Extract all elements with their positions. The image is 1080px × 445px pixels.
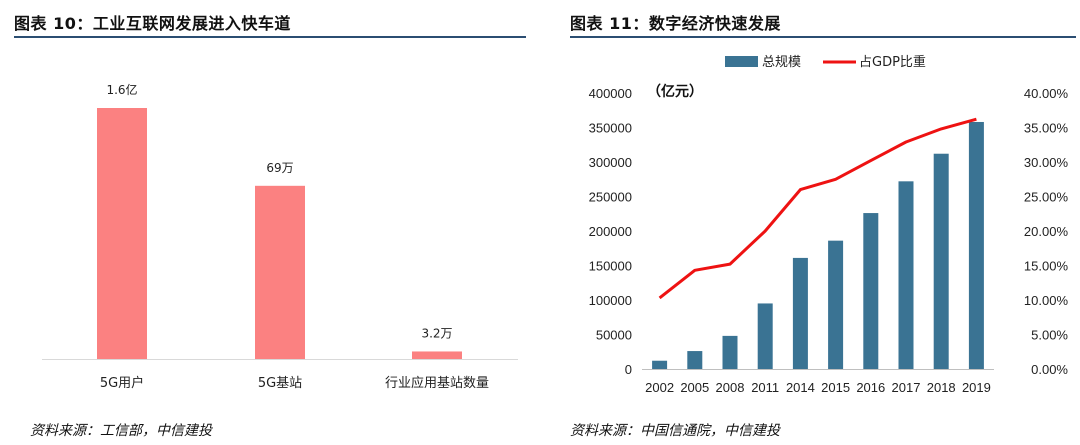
bar-1 [97,108,147,359]
right-figure: 图表 11：数字经济快速发展 总规模 占GDP比重 （亿元） 0 50000 100000… [562,0,1080,445]
legend-bar-swatch [725,56,758,67]
data-label-3: 3.2万 [421,326,452,340]
x-tick-label-2017: 2017 [892,380,921,395]
right-combo-chart: 总规模 占GDP比重 （亿元） 0 50000 100000 150000 200000 250… [589,54,1069,395]
bar-2011 [757,303,773,369]
y-tick-label-2: 100000 [589,293,632,308]
y2-tick-label-1: 5.00% [1031,328,1068,343]
x-tick-label-2015: 2015 [821,380,850,395]
x-tick-label-2018: 2018 [927,380,956,395]
bar-2015 [828,240,844,369]
y2-tick-label-7: 35.00% [1024,121,1069,136]
data-label-2: 69万 [266,161,293,175]
bar-3 [412,351,462,359]
x-tick-label-2016: 2016 [856,380,885,395]
y2-tick-label-4: 20.00% [1024,224,1069,239]
bar-2016 [863,213,879,369]
y-tick-label-8: 400000 [589,86,632,101]
x-tick-label-2008: 2008 [716,380,745,395]
x-tick-label-2002: 2002 [645,380,674,395]
x-tick-label-1: 5G用户 [100,375,144,391]
bar-2002 [652,360,668,369]
y2-tick-label-5: 25.00% [1024,190,1069,205]
bar-2005 [687,351,703,369]
legend-line-label: 占GDP比重 [859,54,926,70]
left-source-note: 资料来源：工信部，中信建投 [30,423,212,439]
bar-2014 [792,257,808,369]
y-tick-label-6: 300000 [589,155,632,170]
y2-tick-label-8: 40.00% [1024,86,1069,101]
bar-2019 [968,121,984,369]
x-tick-label-2: 5G基站 [258,376,302,391]
left-figure-title: 图表 10：工业互联网发展进入快车道 [14,14,291,33]
x-tick-label-2019: 2019 [962,380,991,395]
right-source-note: 资料来源：中国信通院，中信建投 [570,423,780,439]
bar-2018 [933,153,949,369]
y-tick-label-5: 250000 [589,190,632,205]
y-tick-label-3: 150000 [589,259,632,274]
bar-2 [255,185,305,359]
y2-tick-label-6: 30.00% [1024,155,1069,170]
x-tick-label-3: 行业应用基站数量 [385,375,489,391]
bar-2017 [898,181,914,369]
x-tick-label-2005: 2005 [680,380,709,395]
y2-tick-label-2: 10.00% [1024,293,1069,308]
left-title-rule [14,36,526,38]
legend-bar-label: 总规模 [762,55,801,70]
right-figure-title: 图表 11：数字经济快速发展 [570,14,781,33]
y2-tick-label-3: 15.00% [1024,259,1069,274]
left-figure: 图表 10：工业互联网发展进入快车道 1.6亿 5G用户 69万 5G基站 3.2万行业… [0,0,530,445]
bar-2008 [722,335,738,369]
right-title-rule [570,36,1076,38]
data-label-1: 1.6亿 [106,82,137,97]
y-tick-label-1: 50000 [596,328,632,343]
gdp-share-line [658,117,977,300]
y-tick-label-4: 200000 [589,224,632,239]
y-axis-unit-label: （亿元） [647,83,703,100]
y-tick-label-0: 0 [625,362,632,377]
y-tick-label-7: 350000 [589,121,632,136]
x-tick-label-2011: 2011 [751,380,779,395]
y2-tick-label-0: 0.00% [1031,362,1068,377]
x-tick-label-2014: 2014 [786,380,815,395]
